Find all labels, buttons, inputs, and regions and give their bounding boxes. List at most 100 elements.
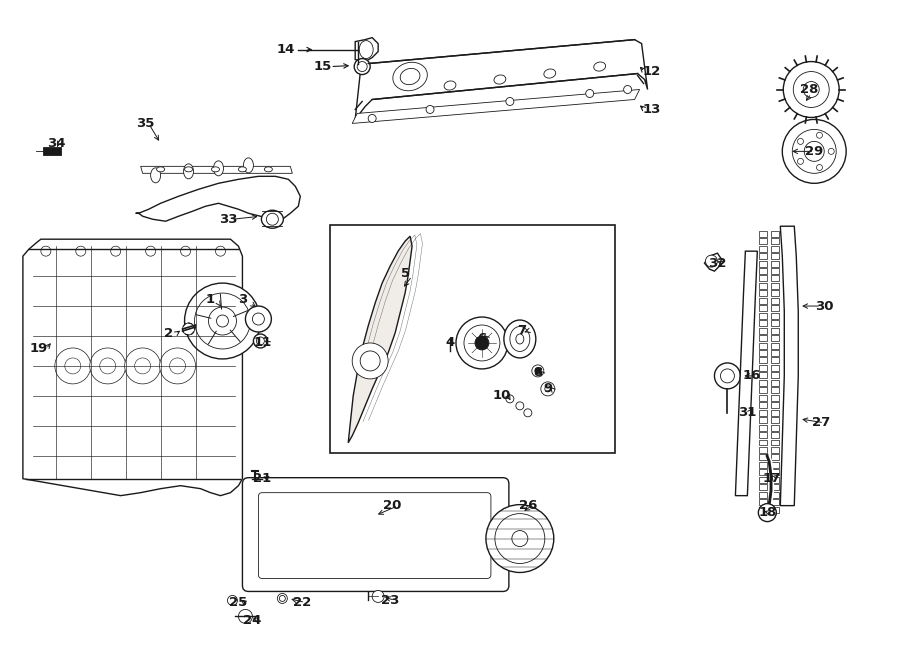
- Bar: [760, 358, 768, 364]
- Text: 19: 19: [30, 342, 48, 356]
- Bar: [771, 477, 779, 483]
- Bar: [771, 403, 779, 408]
- Bar: [760, 417, 768, 423]
- Circle shape: [486, 504, 554, 572]
- Bar: [771, 260, 779, 266]
- Bar: [760, 499, 768, 505]
- Bar: [760, 424, 768, 430]
- Text: 29: 29: [806, 145, 824, 158]
- Ellipse shape: [504, 320, 536, 358]
- Circle shape: [277, 594, 287, 603]
- Bar: [760, 387, 768, 393]
- Bar: [760, 290, 768, 296]
- Bar: [760, 469, 768, 475]
- Circle shape: [456, 317, 508, 369]
- Bar: [771, 440, 779, 446]
- Circle shape: [100, 358, 116, 374]
- Text: 24: 24: [243, 614, 262, 627]
- Circle shape: [715, 363, 741, 389]
- Text: 8: 8: [533, 366, 543, 379]
- Bar: [771, 342, 779, 348]
- Polygon shape: [348, 236, 412, 443]
- Text: 26: 26: [518, 499, 537, 512]
- Ellipse shape: [544, 69, 555, 78]
- Bar: [771, 372, 779, 378]
- Ellipse shape: [359, 40, 374, 59]
- Bar: [760, 350, 768, 356]
- Ellipse shape: [510, 327, 530, 352]
- Bar: [760, 506, 768, 513]
- Circle shape: [135, 358, 150, 374]
- Bar: [771, 447, 779, 453]
- Ellipse shape: [212, 167, 220, 172]
- Bar: [760, 276, 768, 282]
- Text: 7: 7: [518, 325, 526, 338]
- Circle shape: [541, 382, 554, 396]
- Circle shape: [209, 307, 237, 335]
- Bar: [771, 313, 779, 319]
- Circle shape: [495, 514, 544, 564]
- Bar: [760, 485, 768, 490]
- Circle shape: [111, 246, 121, 256]
- Text: 4: 4: [446, 336, 454, 350]
- Circle shape: [816, 165, 823, 171]
- Bar: [771, 410, 779, 416]
- Circle shape: [532, 365, 544, 377]
- Bar: [760, 305, 768, 311]
- Circle shape: [238, 609, 252, 623]
- Circle shape: [793, 71, 829, 108]
- Bar: [771, 268, 779, 274]
- Text: 9: 9: [544, 382, 553, 395]
- Polygon shape: [136, 176, 301, 221]
- Bar: [771, 283, 779, 289]
- Bar: [771, 424, 779, 430]
- Bar: [771, 485, 779, 490]
- Circle shape: [40, 246, 50, 256]
- Bar: [760, 432, 768, 438]
- Bar: [760, 462, 768, 468]
- Text: 10: 10: [492, 389, 511, 403]
- Text: 15: 15: [313, 60, 331, 73]
- Bar: [771, 462, 779, 468]
- Circle shape: [215, 246, 226, 256]
- Bar: [771, 320, 779, 326]
- Circle shape: [252, 313, 265, 325]
- Ellipse shape: [213, 161, 223, 176]
- Bar: [760, 395, 768, 401]
- Circle shape: [706, 255, 717, 267]
- Circle shape: [544, 386, 551, 392]
- Bar: [771, 253, 779, 259]
- Bar: [760, 335, 768, 341]
- Circle shape: [228, 596, 238, 605]
- Text: 1: 1: [206, 293, 215, 305]
- Ellipse shape: [265, 167, 273, 172]
- Circle shape: [759, 504, 777, 522]
- Ellipse shape: [261, 210, 284, 228]
- Bar: [771, 305, 779, 311]
- Text: 27: 27: [812, 416, 831, 429]
- Bar: [760, 455, 768, 461]
- Text: 6: 6: [477, 332, 487, 346]
- Polygon shape: [356, 38, 378, 61]
- Polygon shape: [735, 251, 758, 496]
- Text: 35: 35: [137, 117, 155, 130]
- Bar: [771, 290, 779, 296]
- Bar: [771, 335, 779, 341]
- Circle shape: [256, 337, 265, 345]
- Circle shape: [266, 214, 278, 225]
- Circle shape: [805, 141, 824, 161]
- Bar: [760, 283, 768, 289]
- Ellipse shape: [243, 158, 254, 173]
- Circle shape: [217, 315, 229, 327]
- Bar: [771, 417, 779, 423]
- Text: 16: 16: [742, 369, 760, 383]
- Circle shape: [516, 402, 524, 410]
- Bar: [771, 358, 779, 364]
- Circle shape: [355, 59, 370, 75]
- Circle shape: [506, 395, 514, 403]
- Bar: [760, 328, 768, 334]
- Bar: [760, 298, 768, 304]
- Circle shape: [194, 293, 250, 349]
- Circle shape: [76, 246, 86, 256]
- Circle shape: [624, 85, 632, 93]
